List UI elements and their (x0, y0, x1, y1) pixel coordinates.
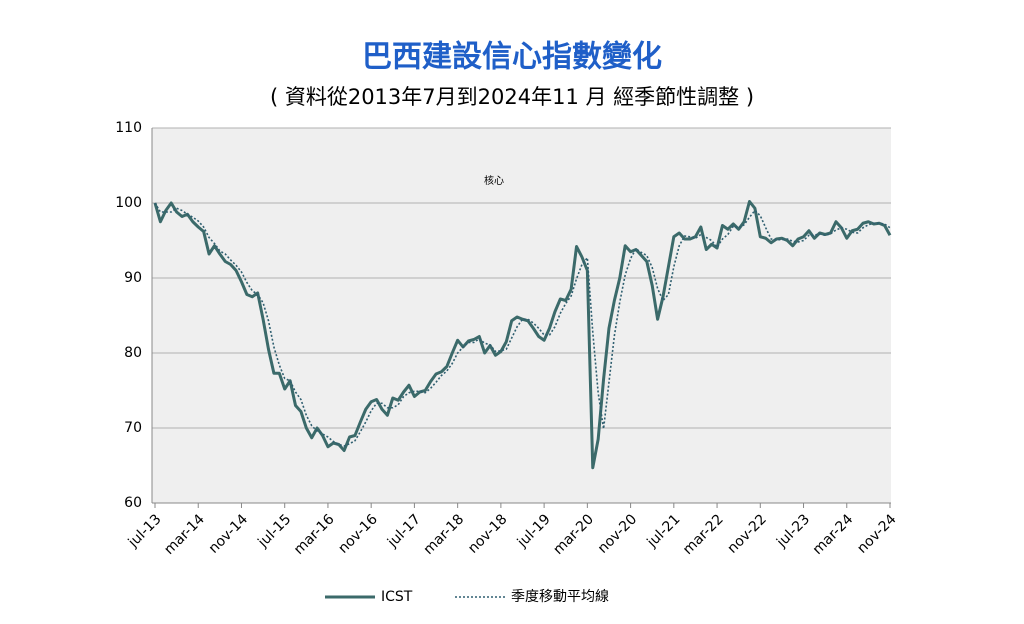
x-tick-label: mar-24 (810, 511, 857, 558)
x-tick-label: jul-17 (384, 511, 424, 551)
x-tick-label: nov-24 (854, 511, 899, 556)
x-tick-label: jul-15 (254, 511, 294, 551)
x-tick-label: jul-19 (514, 511, 554, 551)
y-tick-label: 60 (124, 495, 142, 511)
x-tick-label: mar-18 (421, 511, 468, 558)
x-tick-label: nov-22 (725, 511, 770, 556)
y-tick-label: 90 (124, 270, 142, 286)
x-tick-label: mar-20 (550, 511, 597, 558)
annotation: 核心 (484, 174, 504, 187)
x-tick-label: jul-13 (125, 511, 165, 551)
x-tick-label: mar-22 (680, 511, 727, 558)
x-tick-label: nov-14 (206, 511, 251, 556)
legend-label: ICST (381, 589, 413, 605)
legend-label: 季度移動平均線 (511, 589, 609, 605)
plot-area (152, 128, 891, 503)
x-tick-label: jul-21 (644, 511, 684, 551)
y-tick-label: 100 (115, 195, 142, 211)
x-tick-label: nov-20 (595, 511, 640, 556)
y-tick-label: 80 (124, 345, 142, 361)
chart-subtitle: ( 資料從2013年7月到2024年11 月 經季節性調整 ) (270, 85, 754, 109)
x-tick-label: nov-18 (465, 511, 510, 556)
y-tick-label: 70 (124, 420, 142, 436)
y-tick-label: 110 (115, 120, 142, 136)
chart-title: 巴西建設信心指數變化 (362, 40, 662, 75)
moving-average-line (154, 202, 891, 447)
x-tick-label: mar-16 (291, 511, 338, 558)
x-tick-label: mar-14 (161, 511, 208, 558)
x-tick-label: nov-16 (335, 511, 380, 556)
x-tick-label: jul-23 (773, 511, 813, 551)
series-line (153, 200, 892, 470)
